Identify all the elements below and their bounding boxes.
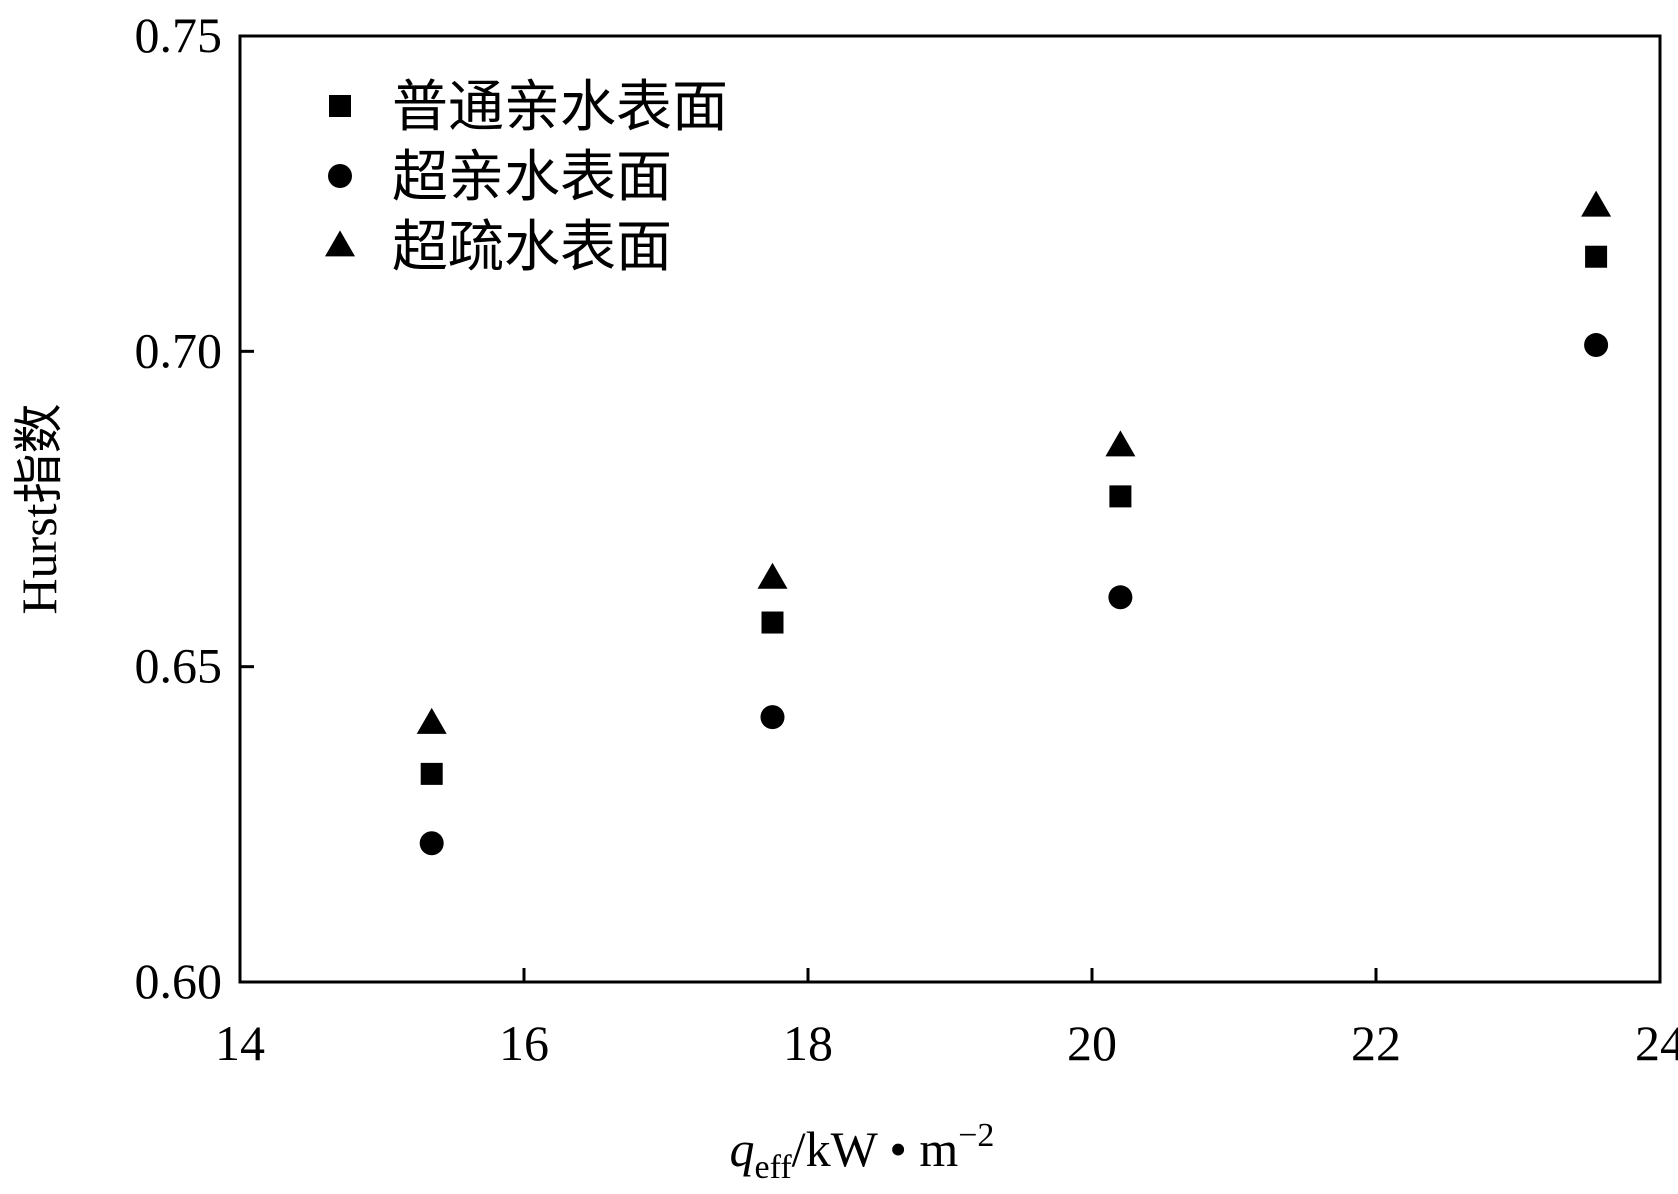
y-axis-label: Hurst指数	[11, 403, 67, 614]
axis-ticks	[240, 349, 1378, 982]
data-point-circle	[760, 705, 785, 730]
y-tick-label: 0.60	[135, 953, 223, 1009]
axis-tick-labels: 14 16 18 20 22 24 0.60 0.65 0.70 0.75	[135, 7, 1678, 1071]
x-axis-exponent: −2	[958, 1117, 994, 1154]
x-axis-subscript: eff	[755, 1149, 793, 1186]
data-point-square	[1109, 485, 1132, 508]
x-tick-label: 22	[1351, 1015, 1401, 1071]
data-point-square	[1585, 245, 1608, 268]
data-point-circle	[1108, 585, 1133, 610]
x-tick-label: 16	[499, 1015, 549, 1071]
legend-label: 超疏水表面	[392, 215, 672, 280]
plot-frame	[238, 34, 1662, 984]
x-tick-label: 20	[1067, 1015, 1117, 1071]
y-tick-label: 0.65	[135, 638, 223, 694]
x-axis-label: qeff/kW • m−2	[730, 1117, 995, 1186]
x-axis-unit: /kW • m	[792, 1121, 959, 1177]
legend-label: 超亲水表面	[392, 145, 672, 210]
x-axis-symbol: q	[730, 1121, 755, 1177]
data-point-triangle	[416, 707, 447, 734]
data-point-square	[420, 762, 443, 785]
legend-marker-square	[329, 95, 351, 117]
data-point-triangle	[1105, 430, 1136, 457]
x-tick-label: 18	[783, 1015, 833, 1071]
y-tick-label: 0.75	[135, 7, 223, 63]
legend-marker-circle	[328, 164, 352, 188]
data-point-triangle	[757, 562, 788, 589]
legend-marker-triangle	[325, 230, 355, 257]
data-point-circle	[1584, 333, 1609, 358]
data-point-triangle	[1581, 190, 1612, 217]
data-point-square	[761, 611, 784, 634]
data-points	[416, 190, 1612, 856]
legend-label: 普通亲水表面	[392, 75, 728, 140]
x-tick-label: 14	[215, 1015, 265, 1071]
y-tick-label: 0.70	[135, 322, 223, 378]
data-point-circle	[419, 831, 444, 856]
x-tick-label: 24	[1635, 1015, 1678, 1071]
